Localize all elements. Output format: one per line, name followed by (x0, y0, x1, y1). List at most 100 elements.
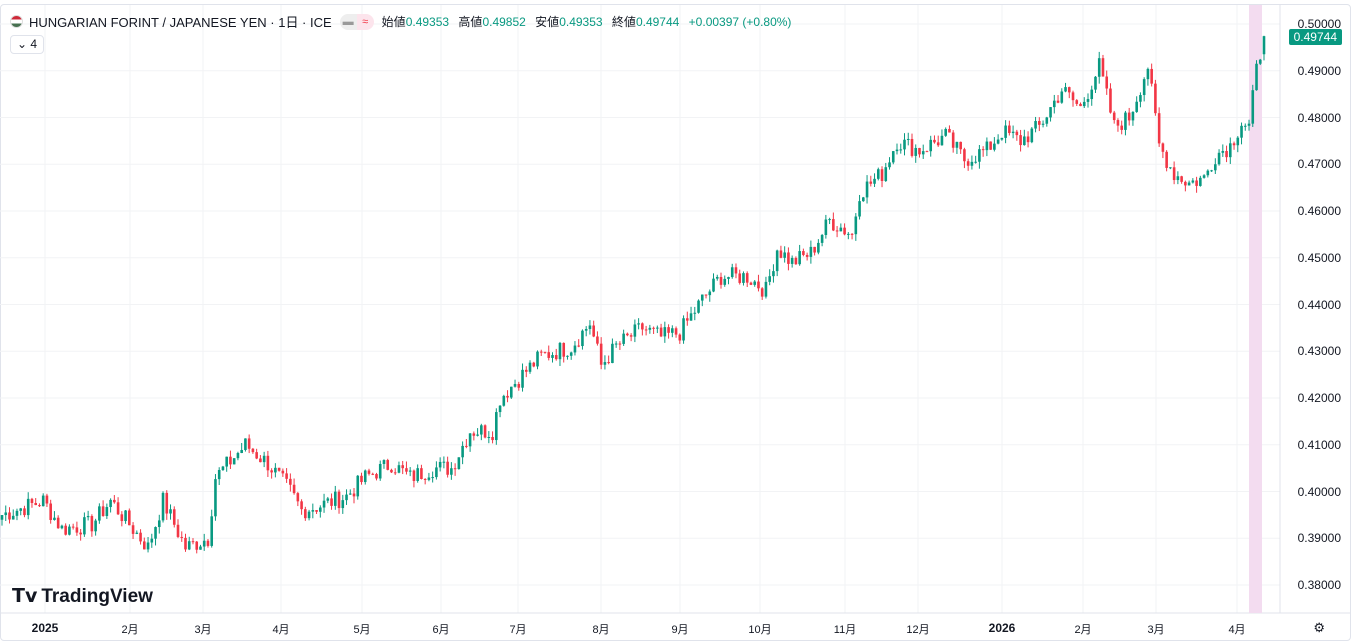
time-label: 7月 (509, 624, 527, 636)
candle-body (1052, 100, 1056, 108)
candle-body (146, 542, 150, 550)
candle-body (599, 343, 603, 365)
ohlc-values: 始値0.49353 高値0.49852 安値0.49353 終値0.49744 … (382, 13, 798, 30)
candle-body (970, 161, 974, 166)
candle-body (1243, 125, 1247, 127)
candle-body (577, 345, 581, 347)
settings-gear-icon[interactable]: ⚙ (1313, 620, 1325, 635)
symbol-title[interactable]: HUNGARIAN FORINT / JAPANESE YEN · 1日 · I… (29, 15, 332, 30)
candle-body (551, 355, 554, 358)
candle-body (993, 143, 996, 150)
candle-body (730, 267, 734, 278)
candle-body (933, 139, 936, 143)
candle-body (79, 532, 82, 535)
delayed-data-icon: ≈ (356, 13, 374, 30)
candle-body (521, 369, 524, 388)
low-label: 安値 (535, 15, 560, 29)
candle-body (592, 325, 595, 337)
candle-body (1139, 95, 1142, 102)
candle-body (704, 294, 708, 296)
time-label: 8月 (592, 624, 610, 636)
candle-body (1172, 167, 1176, 181)
candle-body (1060, 91, 1064, 103)
candle-body (996, 139, 1000, 144)
tradingview-logo[interactable]: 𝗧𝘃 TradingView (12, 585, 153, 608)
candle-body (1034, 121, 1037, 129)
candle-body (652, 327, 655, 329)
candle-body (712, 278, 715, 292)
candle-body (143, 541, 146, 550)
candle-body (1112, 112, 1116, 121)
candle-body (296, 493, 300, 502)
candle-body (745, 273, 749, 283)
time-label: 4月 (1228, 624, 1246, 636)
candle-body (798, 251, 801, 265)
candle-body (195, 541, 199, 550)
candle-body (139, 532, 142, 542)
candle-body (554, 355, 558, 360)
candle-body (169, 509, 172, 514)
time-label: 10月 (748, 624, 772, 636)
candle-body (513, 384, 517, 387)
candle-body (536, 351, 539, 367)
candle-body (775, 250, 779, 272)
low-value: 0.49353 (559, 15, 603, 29)
time-label: 2025 (31, 621, 59, 635)
candle-body (817, 242, 820, 253)
candle-body (884, 167, 888, 181)
candle-body (101, 506, 105, 517)
candle-body (352, 493, 356, 497)
candle-body (558, 342, 562, 360)
candle-body (330, 498, 333, 506)
candle-body (641, 323, 644, 330)
candle-body (532, 362, 536, 367)
candle-body (83, 517, 86, 535)
collapse-indicators-button[interactable]: ⌄ 4 (10, 35, 45, 54)
price-label: 0.50000 (1297, 17, 1341, 31)
candle-body (34, 503, 38, 506)
candle-body (547, 352, 551, 358)
candle-body (1079, 103, 1082, 107)
candle-body (94, 520, 97, 532)
candle-body (603, 362, 607, 365)
time-label: 2月 (1074, 624, 1092, 636)
candle-body (214, 479, 217, 517)
candle-body (26, 498, 30, 516)
candle-body (1135, 101, 1138, 112)
status-pill[interactable]: ▬ ≈ (339, 13, 374, 30)
candle-body (390, 469, 393, 473)
candle-body (68, 526, 71, 535)
candle-body (236, 453, 240, 459)
close-value: 0.49744 (635, 15, 680, 29)
candle-body (1045, 117, 1049, 124)
candle-body (1101, 58, 1105, 77)
candle-body (502, 395, 506, 406)
price-label: 0.48000 (1297, 110, 1341, 125)
candle-body (524, 369, 528, 372)
price-label: 0.38000 (1297, 578, 1341, 592)
candle-body (453, 468, 457, 470)
candle-body (45, 495, 49, 504)
candle-body (356, 475, 360, 497)
candle-body (1026, 136, 1030, 143)
candle-body (648, 327, 652, 330)
candle-body (277, 467, 281, 471)
candle-body (1008, 125, 1011, 134)
candle-body (128, 510, 131, 526)
candle-body (401, 465, 404, 469)
candle-body (232, 458, 236, 465)
close-label: 終値 (611, 15, 636, 29)
candle-body (1228, 143, 1232, 158)
market-closed-icon: ▬ (339, 13, 357, 30)
candle-body (629, 335, 633, 337)
candle-body (270, 470, 273, 473)
candle-body (348, 493, 352, 495)
candle-body (304, 509, 307, 519)
candle-body (1262, 36, 1266, 55)
candle-body (978, 149, 981, 162)
candle-body (161, 492, 165, 521)
candle-body (989, 141, 992, 150)
candle-body (326, 498, 330, 501)
candle-body (663, 327, 667, 337)
